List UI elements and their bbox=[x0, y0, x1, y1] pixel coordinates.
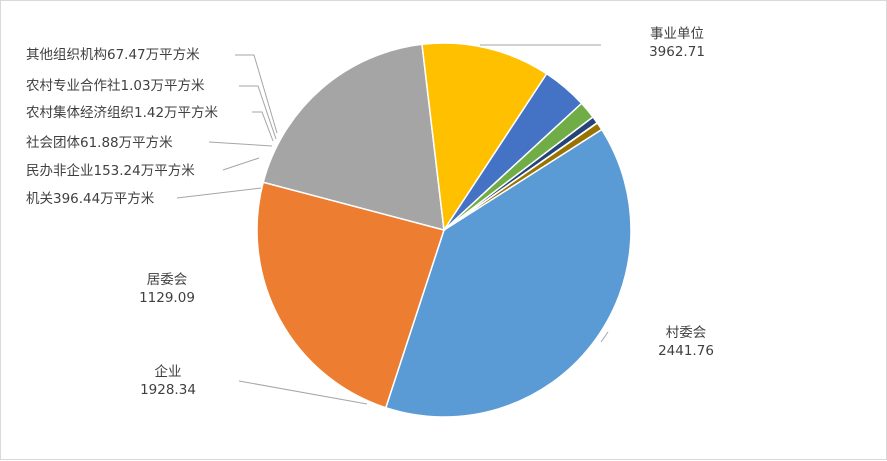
slice-value-label-2: 1928.34 bbox=[140, 382, 196, 398]
slice-value-label-8: 农村专业合作社1.03万平方米 bbox=[26, 78, 205, 94]
slice-value-label-0: 3962.71 bbox=[649, 44, 705, 60]
pie-slice-2 bbox=[262, 43, 445, 232]
pie-slice-9 bbox=[443, 121, 603, 231]
data-labels: 事业单位 3962.71 村委会 2441.76 企业 1928.34 居委会 1129.09… bbox=[26, 26, 714, 398]
leader-line-7 bbox=[252, 111, 274, 142]
leader-line-2 bbox=[238, 380, 368, 405]
slice-value-label-1: 2441.76 bbox=[658, 343, 714, 359]
leader-line-4 bbox=[176, 187, 262, 199]
slice-value-label-5: 民办非企业153.24万平方米 bbox=[26, 162, 195, 179]
pie-slice-1 bbox=[256, 181, 445, 409]
slice-category-label-2: 企业 bbox=[155, 363, 182, 380]
leader-line-5 bbox=[222, 157, 260, 171]
slice-category-label-0: 事业单位 bbox=[650, 26, 704, 42]
leader-line-1 bbox=[600, 331, 609, 343]
leader-line-8 bbox=[239, 85, 277, 140]
pie-slices bbox=[256, 42, 632, 418]
slice-category-label-1: 村委会 bbox=[666, 325, 707, 341]
pie-slice-0 bbox=[384, 128, 632, 418]
leader-lines bbox=[176, 44, 609, 405]
slice-value-label-4: 机关396.44万平方米 bbox=[26, 191, 155, 207]
slice-category-label-3: 居委会 bbox=[147, 272, 188, 288]
slice-value-label-3: 1129.09 bbox=[139, 290, 195, 306]
slice-value-label-9: 其他组织机构67.47万平方米 bbox=[26, 47, 200, 63]
slice-value-label-7: 农村集体经济组织1.42万平方米 bbox=[26, 105, 219, 121]
leader-line-9 bbox=[235, 54, 278, 134]
slice-value-label-6: 社会团体61.88万平方米 bbox=[26, 135, 173, 151]
pie-slice-3 bbox=[421, 42, 548, 233]
leader-line-6 bbox=[208, 141, 273, 147]
